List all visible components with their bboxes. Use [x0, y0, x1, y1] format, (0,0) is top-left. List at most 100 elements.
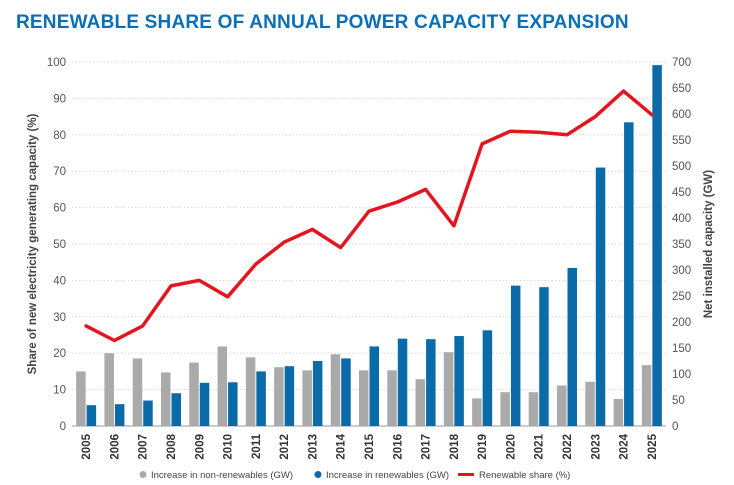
right-tick-label: 550 — [672, 135, 691, 147]
x-tick-label: 2017 — [421, 434, 433, 460]
bar-renewables — [171, 393, 181, 426]
bar-non-renewables — [76, 371, 86, 426]
bar-non-renewables — [472, 398, 482, 426]
left-tick-label: 90 — [53, 93, 66, 105]
x-tick-label: 2014 — [336, 433, 348, 459]
bar-non-renewables — [217, 346, 228, 426]
x-tick-label: 2015 — [364, 433, 376, 459]
share-line — [84, 89, 654, 343]
left-tick-label: 70 — [53, 166, 66, 178]
bar-non-renewables — [274, 367, 284, 426]
x-tick-label: 2024 — [619, 433, 631, 459]
left-tick-label: 20 — [53, 348, 66, 360]
left-tick-label: 40 — [53, 275, 66, 287]
x-tick-label: 2016 — [392, 434, 404, 460]
bar-renewables — [114, 404, 125, 426]
bar-non-renewables — [330, 354, 341, 426]
legend-marker-renewables — [314, 471, 322, 478]
bar-renewables — [624, 122, 634, 426]
bar-non-renewables — [528, 392, 539, 426]
right-tick-label: 350 — [672, 239, 691, 251]
bar-renewables — [86, 405, 97, 426]
x-tick-label: 2009 — [194, 434, 206, 460]
gridlines — [72, 61, 666, 427]
left-tick-label: 60 — [53, 203, 66, 215]
right-tick-label: 0 — [672, 421, 678, 433]
bars — [76, 65, 662, 427]
bar-renewables — [256, 371, 266, 426]
x-tick-label: 2008 — [166, 433, 178, 459]
bar-non-renewables — [189, 362, 199, 426]
x-tick-label: 2019 — [477, 434, 489, 460]
x-tick-label: 2010 — [223, 434, 235, 460]
left-tick-label: 10 — [53, 385, 66, 397]
bar-renewables — [426, 339, 436, 426]
bar-non-renewables — [500, 392, 510, 426]
left-tick-label: 80 — [53, 130, 66, 142]
bar-non-renewables — [359, 370, 369, 426]
x-tick-label: 2022 — [562, 434, 574, 460]
bar-non-renewables — [557, 385, 567, 426]
x-tick-label: 2013 — [307, 434, 319, 460]
right-tick-label: 500 — [672, 161, 691, 173]
bar-renewables — [567, 267, 577, 426]
left-tick-label: 50 — [53, 239, 66, 251]
right-tick-label: 600 — [672, 109, 691, 121]
bar-renewables — [199, 382, 210, 426]
legend-marker-non-renewables — [139, 471, 147, 478]
bar-non-renewables — [387, 370, 397, 426]
right-tick-label: 400 — [672, 213, 691, 225]
right-tick-label: 100 — [672, 369, 691, 381]
right-tick-label: 650 — [672, 83, 691, 95]
left-tick-label: 100 — [47, 57, 66, 69]
bar-renewables — [454, 336, 464, 426]
bar-renewables — [284, 366, 295, 426]
bar-non-renewables — [132, 358, 143, 426]
bar-non-renewables — [245, 357, 256, 426]
x-tick-label: 2020 — [505, 434, 517, 460]
bar-renewables — [143, 400, 153, 426]
right-tick-label: 250 — [672, 291, 691, 303]
right-tick-label: 450 — [672, 187, 691, 199]
bar-renewables — [341, 358, 351, 426]
y-axis-label-left: Share of new electricity generating capa… — [27, 113, 39, 374]
bar-non-renewables — [613, 398, 624, 426]
right-tick-label: 700 — [672, 57, 691, 69]
x-tick-label: 2007 — [138, 434, 150, 460]
x-tick-label: 2011 — [251, 433, 263, 459]
legend-label-share: Renewable share (%) — [479, 470, 570, 481]
x-tick-label: 2006 — [109, 434, 121, 460]
left-tick-label: 0 — [60, 421, 66, 433]
line-renewable-share — [84, 89, 654, 343]
bar-renewables — [539, 287, 549, 426]
bar-renewables — [652, 65, 662, 427]
x-tick-label: 2025 — [647, 433, 659, 459]
bar-renewables — [595, 167, 606, 426]
bar-non-renewables — [302, 370, 312, 426]
left-tick-label: 30 — [53, 312, 66, 324]
bar-non-renewables — [161, 372, 171, 426]
right-tick-label: 50 — [672, 395, 685, 407]
right-tick-label: 300 — [672, 265, 691, 277]
x-tick-label: 2023 — [590, 434, 602, 460]
legend: Increase in non-renewables (GW) Increase … — [139, 470, 570, 481]
bar-non-renewables — [104, 353, 114, 426]
bar-renewables — [510, 285, 521, 426]
bar-renewables — [369, 346, 379, 426]
legend-label-renewables: Increase in renewables (GW) — [326, 470, 449, 481]
bar-renewables — [482, 330, 493, 426]
bar-non-renewables — [415, 379, 426, 426]
x-tick-label: 2021 — [534, 433, 546, 459]
bar-non-renewables — [641, 365, 652, 426]
x-tick-label: 2005 — [81, 433, 93, 459]
legend-label-non-renewables: Increase in non-renewables (GW) — [151, 470, 293, 481]
bar-renewables — [228, 382, 238, 426]
y-axis-label-right: Net installed capacity (GW) — [703, 170, 715, 318]
bar-non-renewables — [443, 352, 454, 426]
right-tick-label: 200 — [672, 317, 691, 329]
bar-renewables — [397, 338, 408, 426]
axes: 0 10 20 30 40 50 60 70 80 90 100 0 50 100 150 200 250 300… — [27, 57, 715, 460]
x-tick-label: 2012 — [279, 434, 291, 460]
bar-renewables — [312, 361, 323, 426]
